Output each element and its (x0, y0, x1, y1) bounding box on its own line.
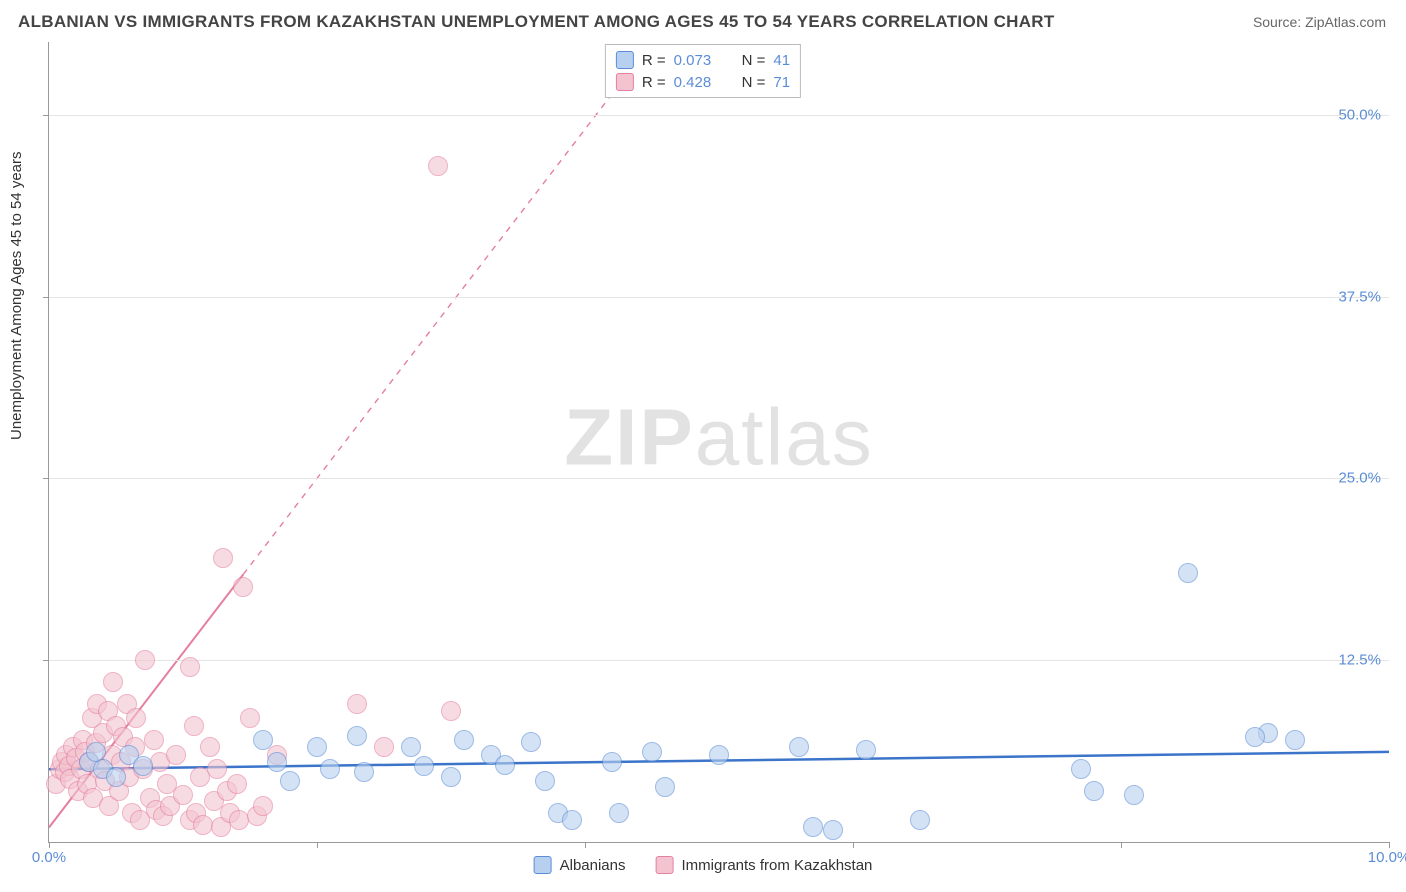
legend-label-albanians: Albanians (560, 857, 626, 874)
scatter-point (823, 820, 843, 840)
legend-label-kazakhstan: Immigrants from Kazakhstan (681, 857, 872, 874)
scatter-point (789, 737, 809, 757)
legend-swatch-pink (655, 856, 673, 874)
y-tick-label: 25.0% (1338, 470, 1381, 487)
scatter-point (609, 803, 629, 823)
scatter-point (428, 156, 448, 176)
legend-item-albanians: Albanians (534, 856, 626, 874)
scatter-point (1071, 759, 1091, 779)
scatter-point (347, 726, 367, 746)
scatter-point (307, 737, 327, 757)
gridline (49, 478, 1389, 479)
r-value-pink: 0.428 (674, 74, 724, 91)
legend-swatch-pink (616, 73, 634, 91)
scatter-point (280, 771, 300, 791)
scatter-point (1178, 563, 1198, 583)
n-label: N = (742, 52, 766, 69)
scatter-point (347, 694, 367, 714)
scatter-point (1124, 785, 1144, 805)
legend-swatch-blue (616, 51, 634, 69)
scatter-point (521, 732, 541, 752)
scatter-point (106, 767, 126, 787)
y-tick-label: 50.0% (1338, 106, 1381, 123)
source-attribution: Source: ZipAtlas.com (1253, 14, 1386, 30)
n-value-blue: 41 (773, 52, 790, 69)
scatter-point (133, 756, 153, 776)
scatter-point (856, 740, 876, 760)
scatter-point (135, 650, 155, 670)
x-tick-label: 10.0% (1368, 849, 1406, 866)
legend-row-blue: R = 0.073 N = 41 (616, 49, 790, 71)
scatter-point (173, 785, 193, 805)
scatter-point (441, 767, 461, 787)
scatter-point (602, 752, 622, 772)
r-label: R = (642, 52, 666, 69)
y-tick-label: 12.5% (1338, 652, 1381, 669)
scatter-point (374, 737, 394, 757)
scatter-point (454, 730, 474, 750)
y-tick-label: 37.5% (1338, 288, 1381, 305)
r-label: R = (642, 74, 666, 91)
scatter-point (213, 548, 233, 568)
chart-title: ALBANIAN VS IMMIGRANTS FROM KAZAKHSTAN U… (18, 12, 1055, 32)
scatter-point (320, 759, 340, 779)
scatter-point (1285, 730, 1305, 750)
correlation-legend: R = 0.073 N = 41 R = 0.428 N = 71 (605, 44, 801, 98)
scatter-point (253, 796, 273, 816)
watermark: ZIPatlas (564, 391, 873, 483)
scatter-point (562, 810, 582, 830)
scatter-point (414, 756, 434, 776)
scatter-point (267, 752, 287, 772)
scatter-point (103, 672, 123, 692)
n-value-pink: 71 (773, 74, 790, 91)
legend-row-pink: R = 0.428 N = 71 (616, 71, 790, 93)
scatter-point (233, 577, 253, 597)
scatter-point (1084, 781, 1104, 801)
gridline (49, 297, 1389, 298)
scatter-point (803, 817, 823, 837)
x-tick-label: 0.0% (32, 849, 66, 866)
scatter-point (184, 716, 204, 736)
scatter-point (709, 745, 729, 765)
y-axis-label: Unemployment Among Ages 45 to 54 years (8, 151, 25, 440)
scatter-point (1245, 727, 1265, 747)
scatter-point (642, 742, 662, 762)
scatter-point (240, 708, 260, 728)
scatter-point (535, 771, 555, 791)
scatter-point (180, 657, 200, 677)
gridline (49, 115, 1389, 116)
series-legend: Albanians Immigrants from Kazakhstan (534, 856, 873, 874)
scatter-point (144, 730, 164, 750)
legend-swatch-blue (534, 856, 552, 874)
legend-item-kazakhstan: Immigrants from Kazakhstan (655, 856, 872, 874)
scatter-point (227, 774, 247, 794)
n-label: N = (742, 74, 766, 91)
scatter-point (126, 708, 146, 728)
scatter-point (166, 745, 186, 765)
scatter-point (253, 730, 273, 750)
scatter-point (441, 701, 461, 721)
gridline (49, 660, 1389, 661)
plot-area: ZIPatlas 12.5%25.0%37.5%50.0%0.0%10.0% (48, 42, 1389, 843)
scatter-point (655, 777, 675, 797)
scatter-point (354, 762, 374, 782)
scatter-point (495, 755, 515, 775)
scatter-point (401, 737, 421, 757)
r-value-blue: 0.073 (674, 52, 724, 69)
scatter-point (910, 810, 930, 830)
scatter-point (207, 759, 227, 779)
scatter-point (200, 737, 220, 757)
